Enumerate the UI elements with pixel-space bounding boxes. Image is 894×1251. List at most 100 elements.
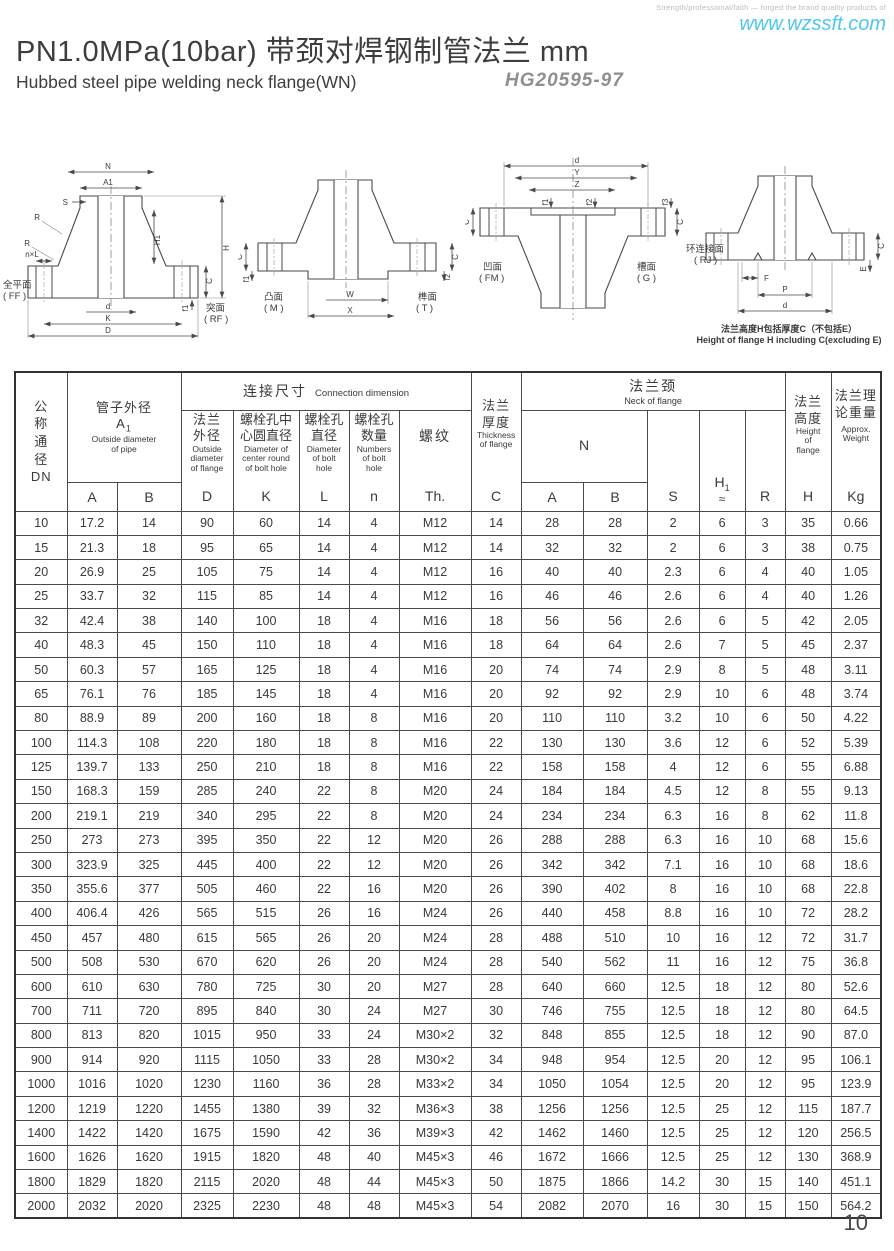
- dim-label-c-right: C: [451, 254, 460, 260]
- table-cell: 40: [784, 559, 832, 585]
- table-cell: 565: [180, 900, 234, 927]
- table-row: 50 60.3 57 165 125 18 4 M16 20 74 74 2.9 8 5 48 3.11: [14, 656, 882, 683]
- table-cell: 2115: [180, 1169, 234, 1195]
- table-cell: 18: [698, 1022, 746, 1049]
- table-cell: 1675: [180, 1120, 234, 1146]
- pipe-od-en: Outside diameter of pipe: [91, 434, 157, 454]
- brand-tagline: Strength/professional/faith — forged the…: [656, 3, 886, 12]
- table-row: 350 355.6 377 505 460 22 16 M20 26 390 402 8 16 10 68 2…: [14, 876, 882, 902]
- table-cell: 22: [298, 827, 350, 853]
- conn-en: Connection dimension: [315, 388, 410, 400]
- thickness-en: Thickness of flange: [476, 429, 516, 450]
- table-cell: 8: [646, 876, 700, 902]
- table-cell: 26: [298, 925, 350, 951]
- table-cell: 57: [116, 656, 182, 683]
- table-cell: 33.7: [66, 583, 118, 610]
- table-cell: 20: [698, 1047, 746, 1073]
- face-label-rf-code: ( RF ): [204, 314, 228, 325]
- table-cell: 14: [470, 534, 522, 561]
- table-cell: 295: [232, 803, 300, 829]
- table-row: 400 406.4 426 565 515 26 16 M24 26 440 458 8.8 16 10 7…: [14, 900, 882, 927]
- table-row: 65 76.1 76 185 145 18 4 M16 20 92 92 2.9 10 6 48 3.74: [14, 681, 882, 707]
- table-cell: 20: [348, 949, 400, 975]
- table-cell: 4.22: [830, 705, 882, 732]
- table-cell: 12: [744, 973, 786, 1000]
- rj-caption-en: Height of flange H including C(excluding…: [696, 335, 881, 345]
- table-cell: 32: [520, 534, 584, 561]
- table-cell: 40: [14, 632, 68, 658]
- table-cell: 660: [582, 973, 648, 1000]
- dim-label-w: W: [347, 290, 355, 299]
- table-cell: 12.5: [646, 1120, 700, 1146]
- col-bolt-circle: 螺栓孔中 心圆直径 Diameter of center round of bo…: [232, 409, 300, 512]
- flange-od-en: Outside diameter of flange: [190, 443, 224, 473]
- table-cell: 6: [698, 583, 746, 610]
- table-cell: 1666: [582, 1144, 648, 1171]
- table-cell: 10: [14, 510, 68, 536]
- table-cell: 24: [348, 1022, 400, 1049]
- table-cell: 12: [744, 1095, 786, 1122]
- table-cell: 530: [116, 949, 182, 975]
- table-cell: 2020: [116, 1193, 182, 1219]
- table-cell: 40: [348, 1144, 400, 1171]
- table-cell: 4: [348, 534, 400, 561]
- table-row: 40 48.3 45 150 110 18 4 M16 18 64 64 2.6 7 5 45 2.37: [14, 632, 882, 658]
- table-cell: 4: [348, 583, 400, 610]
- bolt-hole-d-en: Diameter of bolt hole: [306, 443, 342, 473]
- table-cell: 16: [698, 851, 746, 878]
- table-cell: 100: [232, 608, 300, 634]
- table-cell: 36: [348, 1120, 400, 1146]
- table-cell: 28: [470, 949, 522, 975]
- table-cell: 32: [348, 1095, 400, 1122]
- table-cell: 1600: [14, 1144, 68, 1171]
- table-cell: 14.2: [646, 1169, 700, 1195]
- table-cell: 42: [298, 1120, 350, 1146]
- table-cell: M20: [398, 803, 472, 829]
- table-cell: 24: [470, 778, 522, 805]
- table-cell: 48: [298, 1169, 350, 1195]
- table-cell: 12: [744, 1022, 786, 1049]
- table-cell: 30: [698, 1193, 746, 1219]
- table-row: 32 42.4 38 140 100 18 4 M16 18 56 56 2.6 6 5 42 2.05: [14, 608, 882, 634]
- table-cell: 12: [744, 1144, 786, 1171]
- table-cell: 10: [744, 851, 786, 878]
- table-cell: 1422: [66, 1120, 118, 1146]
- neck-en: Neck of flange: [624, 396, 682, 407]
- table-cell: M36×3: [398, 1095, 472, 1122]
- table-cell: 14: [298, 559, 350, 585]
- table-cell: 12: [348, 851, 400, 878]
- table-cell: 110: [232, 632, 300, 658]
- table-cell: 76: [116, 681, 182, 707]
- table-cell: 4: [348, 681, 400, 707]
- table-cell: 950: [232, 1022, 300, 1049]
- table-cell: 505: [180, 876, 234, 902]
- table-cell: 285: [180, 778, 234, 805]
- table-cell: M27: [398, 973, 472, 1000]
- table-cell: 187.7: [830, 1095, 882, 1122]
- table-cell: 26: [470, 851, 522, 878]
- table-cell: 565: [232, 925, 300, 951]
- table-cell: 1015: [180, 1022, 234, 1049]
- table-cell: 342: [582, 851, 648, 878]
- table-cell: 115: [784, 1095, 832, 1122]
- table-cell: 80: [14, 705, 68, 732]
- neck-r-label: R: [760, 488, 771, 504]
- table-cell: 920: [116, 1047, 182, 1073]
- table-cell: M39×3: [398, 1120, 472, 1146]
- dim-label-r2: R: [24, 239, 30, 248]
- flange-drawings: N A1 S R R n×L H1 H C f1 d K D: [0, 148, 894, 353]
- table-cell: M16: [398, 705, 472, 732]
- table-cell: M12: [398, 559, 472, 585]
- dim-label-d: d: [574, 156, 578, 165]
- header-row-groups: 公 称 通 径 DN 管子外径 A1 Outside diameter of p…: [14, 371, 882, 512]
- table-cell: 395: [180, 827, 234, 853]
- table-cell: 1800: [14, 1169, 68, 1195]
- website-link[interactable]: www.wzssft.com: [739, 13, 886, 35]
- table-cell: 5.39: [830, 730, 882, 756]
- table-cell: 68: [784, 876, 832, 902]
- table-cell: 22: [298, 876, 350, 902]
- table-cell: 7: [698, 632, 746, 658]
- thickness-cn: 法兰 厚度: [482, 398, 511, 430]
- table-cell: 50: [14, 656, 68, 683]
- table-cell: 6: [744, 705, 786, 732]
